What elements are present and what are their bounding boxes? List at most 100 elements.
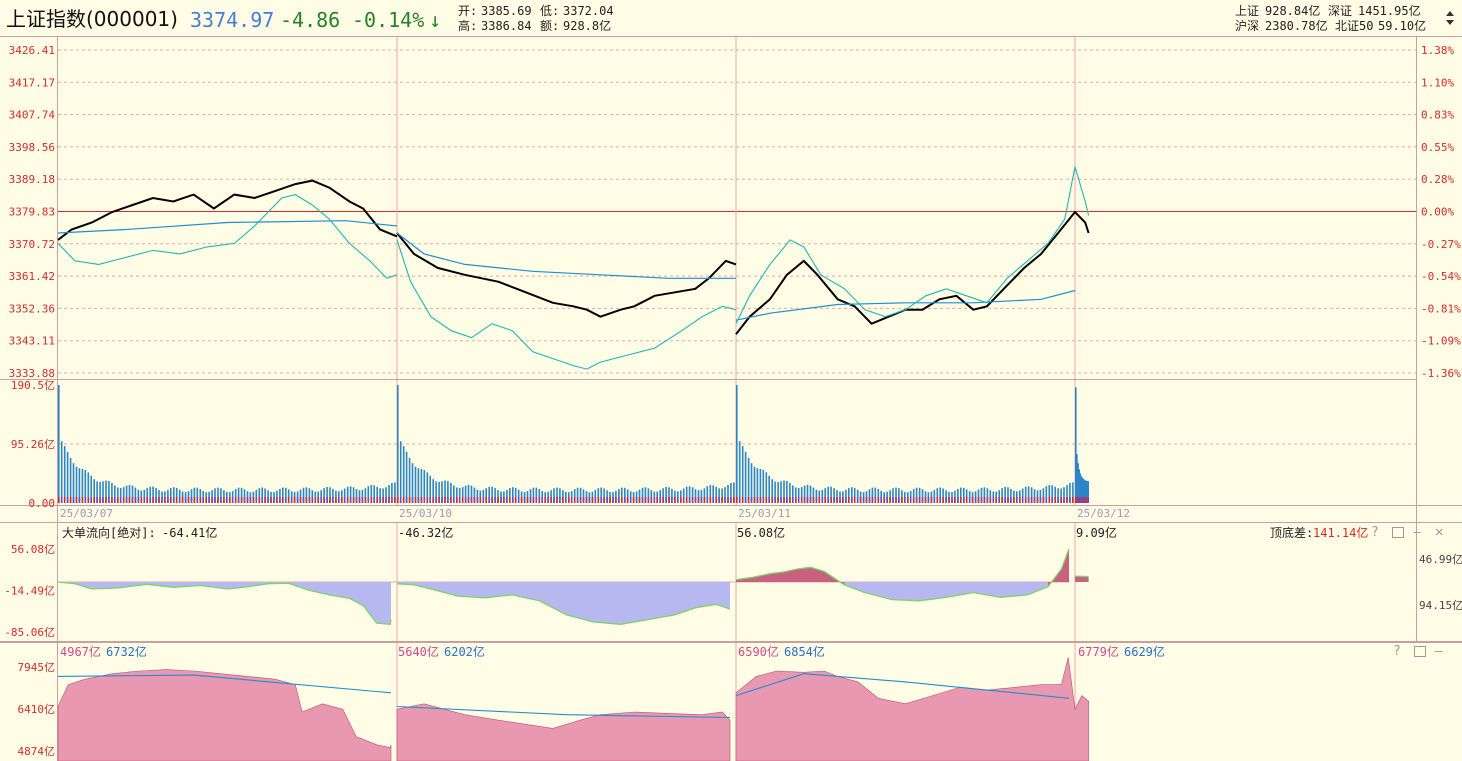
volume-bar xyxy=(479,490,482,503)
volume-bar xyxy=(276,490,278,503)
price-tick-label: 3370.72 xyxy=(9,238,55,251)
pct-tick-label: -0.27% xyxy=(1421,238,1461,251)
flow-tick-label: 56.08亿 xyxy=(11,543,55,556)
volume-bar-base xyxy=(205,497,207,503)
volume-bar-base xyxy=(63,497,66,503)
volume-bar-base xyxy=(252,497,255,503)
amt-help-button[interactable]: ? xyxy=(1393,645,1401,658)
volume-bar xyxy=(685,486,688,503)
volume-bar xyxy=(341,490,343,503)
volume-bar-base xyxy=(367,497,370,503)
volume-bar xyxy=(624,487,626,503)
amt-day4-value-a: 6779亿 xyxy=(1078,645,1119,659)
volume-bar xyxy=(66,451,69,503)
volume-bar-base xyxy=(712,497,714,503)
volume-bar xyxy=(175,487,178,503)
index-name: 上证指数(000001) xyxy=(6,7,178,31)
amt-minimize-button[interactable]: — xyxy=(1435,645,1443,658)
volume-bar xyxy=(482,489,485,503)
volume-bar xyxy=(553,488,555,503)
volume-bar-base xyxy=(1004,497,1006,503)
volume-bar-base xyxy=(137,497,140,503)
volume-bar-base xyxy=(824,497,826,503)
volume-bar-base xyxy=(1016,497,1018,503)
volume-bar xyxy=(506,489,508,503)
header-toggle-button[interactable] xyxy=(1443,5,1457,31)
flow-title: 大单流向[绝对]: xyxy=(62,526,156,540)
volume-bar xyxy=(1042,488,1045,503)
volume-bar xyxy=(795,487,797,503)
volume-bar-base xyxy=(181,497,184,503)
volume-bar-base xyxy=(582,497,585,503)
volume-tick-label: 190.5亿 xyxy=(11,379,55,392)
volume-bar-base xyxy=(629,497,632,503)
volume-bar-base xyxy=(273,497,275,503)
volume-bar-base xyxy=(759,497,762,503)
volume-bar-base xyxy=(1085,497,1087,503)
volume-bar xyxy=(736,385,738,503)
question-icon: ? xyxy=(1371,525,1379,540)
volume-bar xyxy=(603,488,605,503)
volume-bar xyxy=(267,490,269,503)
volume-bar xyxy=(898,488,900,503)
volume-bar xyxy=(476,489,479,503)
volume-bar-base xyxy=(155,497,157,503)
volume-bar-base xyxy=(744,497,747,503)
volume-bar-base xyxy=(423,497,426,503)
volume-bar-base xyxy=(479,497,482,503)
volume-bar xyxy=(733,482,735,503)
flow-help-button[interactable]: ? xyxy=(1371,526,1379,539)
volume-bar-base xyxy=(117,497,119,503)
flow-positive-area xyxy=(736,549,1069,587)
volume-bar xyxy=(682,488,685,503)
volume-bar-base xyxy=(438,497,440,503)
volume-bar-base xyxy=(509,497,511,503)
flow-close-button[interactable]: ✕ xyxy=(1435,525,1443,539)
flow-minimize-button[interactable]: — xyxy=(1413,526,1421,539)
volume-bar-base xyxy=(591,497,594,503)
volume-bar-base xyxy=(568,497,570,503)
volume-bar-base xyxy=(836,497,838,503)
volume-bar-base xyxy=(382,497,384,503)
close-icon: ✕ xyxy=(1435,524,1444,540)
high-value: 3386.84 xyxy=(481,19,532,33)
flow-restore-button[interactable] xyxy=(1392,527,1404,538)
volume-bar xyxy=(712,485,714,503)
volume-bar xyxy=(706,486,709,503)
volume-bar-base xyxy=(173,497,175,503)
volume-bar xyxy=(60,441,63,503)
volume-bar-base xyxy=(682,497,685,503)
volume-bar-base xyxy=(370,497,373,503)
volume-bar xyxy=(214,488,216,503)
volume-bar-base xyxy=(724,497,726,503)
volume-bar-base xyxy=(641,497,644,503)
volume-bar xyxy=(582,489,585,503)
volume-bar-base xyxy=(777,497,779,503)
volume-bar-base xyxy=(240,497,243,503)
bz-turnover-value: 59.10亿 xyxy=(1378,19,1427,33)
volume-bar-base xyxy=(114,497,116,503)
volume-bar-base xyxy=(736,497,738,503)
volume-bar-base xyxy=(680,497,682,503)
flow-day3-value: 56.08亿 xyxy=(737,526,786,540)
volume-bar-base xyxy=(69,497,72,503)
volume-bar-base xyxy=(264,497,266,503)
volume-bar xyxy=(1001,488,1003,503)
amt-restore-button[interactable] xyxy=(1414,646,1426,657)
volume-bar xyxy=(329,487,331,503)
low-value: 3372.04 xyxy=(563,4,614,18)
volume-bar-base xyxy=(402,497,405,503)
volume-bar-base xyxy=(570,497,573,503)
volume-bar xyxy=(1021,488,1024,503)
volume-bar xyxy=(851,487,853,503)
volume-bar xyxy=(647,488,650,503)
volume-bar-base xyxy=(818,497,821,503)
volume-bar xyxy=(597,488,600,503)
volume-bar-base xyxy=(90,497,92,503)
volume-bar xyxy=(1076,454,1078,503)
volume-bar-base xyxy=(951,497,953,503)
volume-bar xyxy=(461,487,464,503)
volume-bar-base xyxy=(214,497,216,503)
volume-bar-base xyxy=(600,497,602,503)
amount-avg-line xyxy=(735,673,1070,699)
